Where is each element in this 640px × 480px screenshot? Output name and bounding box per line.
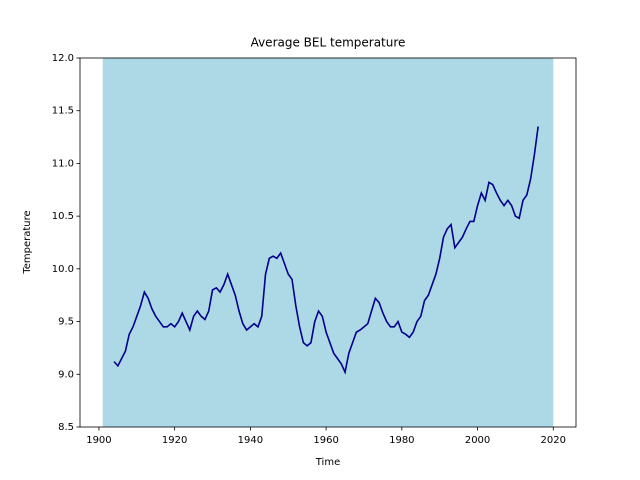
- y-tick-label: 10.0: [52, 264, 74, 275]
- x-tick-label: 1980: [389, 435, 414, 446]
- data-line: [113, 126, 539, 375]
- axes-frame: [79, 57, 577, 428]
- y-tick-label: 12.0: [52, 53, 74, 64]
- x-tick-label: 1940: [238, 435, 263, 446]
- x-tick-label: 2000: [465, 435, 490, 446]
- y-tick-label: 11.5: [52, 106, 74, 117]
- y-tick-label: 9.0: [58, 369, 74, 380]
- y-tick-label: 11.0: [52, 158, 74, 169]
- y-tick-label: 8.5: [58, 422, 74, 433]
- y-tick-label: 10.5: [52, 211, 74, 222]
- x-tick-label: 2020: [541, 435, 566, 446]
- y-axis-label: Temperature: [22, 210, 33, 274]
- x-tick-label: 1920: [162, 435, 187, 446]
- x-axis-label: Time: [315, 457, 340, 468]
- chart-title: Average BEL temperature: [251, 36, 406, 50]
- x-tick-label: 1960: [313, 435, 338, 446]
- y-tick-label: 9.5: [58, 317, 74, 328]
- range-band: [102, 58, 554, 427]
- x-tick-label: 1900: [86, 435, 111, 446]
